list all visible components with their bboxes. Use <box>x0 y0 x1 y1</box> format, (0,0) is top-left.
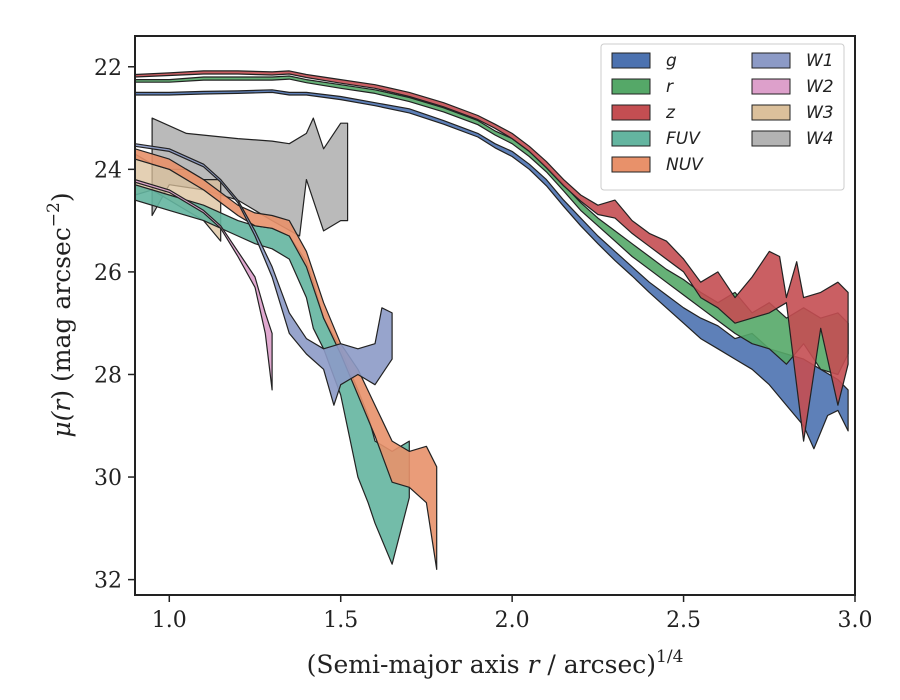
y-tick-label: 30 <box>94 466 122 491</box>
y-tick-label: 22 <box>94 56 122 81</box>
x-tick-label: 1.5 <box>323 608 358 633</box>
legend-label-g: g <box>666 51 677 71</box>
x-tick-label: 2.0 <box>495 608 530 633</box>
legend-swatch-nuv <box>611 156 651 173</box>
band-nuv <box>135 148 438 571</box>
legend-label-nuv: NUV <box>666 155 704 175</box>
legend-label-fuv: FUV <box>666 129 701 149</box>
legend-label-w1: W1 <box>806 51 834 71</box>
y-tick-label: 26 <box>94 261 122 286</box>
band-z <box>135 70 849 442</box>
band-w1 <box>135 143 393 406</box>
legend-swatch-g <box>611 52 651 69</box>
legend-swatch-r <box>611 78 651 95</box>
x-tick-label: 2.5 <box>666 608 701 633</box>
band-w2 <box>135 179 273 391</box>
legend-swatch-w3 <box>751 104 791 121</box>
y-axis-label: μ(r) (mag arcsec−2) <box>44 192 76 437</box>
band-g <box>135 89 849 450</box>
y-tick-label: 28 <box>94 363 122 388</box>
legend-swatch-z <box>611 104 651 121</box>
tick-layer: 1.0 1.5 2.0 2.5 3.0 22 24 26 28 30 32 <box>94 56 873 633</box>
legend-swatch-w1 <box>751 52 791 69</box>
y-tick-label: 32 <box>94 569 122 594</box>
legend-swatch-w2 <box>751 78 791 95</box>
legend-swatch-fuv <box>611 130 651 147</box>
x-axis-label: (Semi-major axis r / arcsec)1/4 <box>307 647 684 679</box>
legend-label-r: r <box>666 77 674 97</box>
legend-label-w2: W2 <box>806 77 834 97</box>
plot-frame <box>134 35 856 596</box>
band-layer <box>135 70 849 571</box>
legend-label-w3: W3 <box>806 103 834 123</box>
x-tick-label: 3.0 <box>838 608 873 633</box>
legend: grz FUV NUV W1 W2 W3 W4 <box>600 43 845 191</box>
legend-swatch-w4 <box>751 130 791 147</box>
legend-label-w4: W4 <box>806 129 834 149</box>
legend-label-z: z <box>665 103 676 123</box>
x-tick-label: 1.0 <box>152 608 187 633</box>
y-tick-label: 24 <box>94 158 122 183</box>
